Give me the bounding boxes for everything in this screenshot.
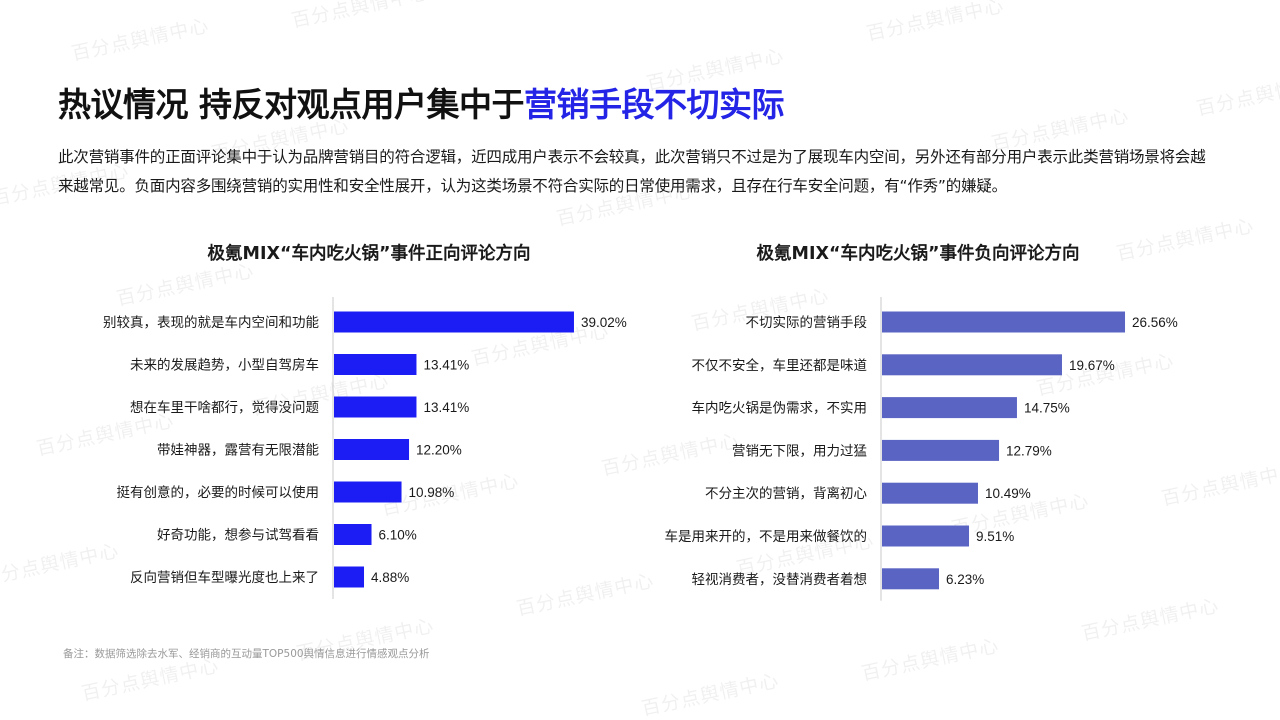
bar — [334, 354, 417, 375]
watermark: 百分点舆情中心 — [864, 0, 1007, 46]
category-label: 别较真，表现的就是车内空间和功能 — [103, 314, 319, 331]
bar — [334, 566, 365, 588]
watermark: 百分点舆情中心 — [289, 0, 432, 33]
category-label: 不切实际的营销手段 — [746, 315, 868, 331]
category-label: 轻视消费者，没替消费者着想 — [692, 571, 868, 588]
watermark: 百分点舆情中心 — [639, 669, 782, 720]
value-label: 6.23% — [946, 572, 984, 587]
page-title-accent: 营销手段不切实际 — [524, 85, 785, 124]
category-label: 挺有创意的，必要的时候可以使用 — [117, 484, 320, 501]
category-label: 不仅不安全，车里还都是味道 — [692, 357, 868, 374]
bar — [334, 396, 417, 418]
negative-comments-bar-chart: 不切实际的营销手段 26.56% 不仅不安全，车里还都是味道 19.67% 车内吃火锅是… — [665, 297, 1178, 601]
value-label: 12.20% — [416, 443, 462, 458]
value-label: 13.41% — [423, 358, 469, 373]
page-description: 此次营销事件的正面评论集中于认为品牌营销目的符合逻辑，近四成用户表示不会较真，此… — [58, 148, 1206, 195]
bar — [334, 524, 372, 545]
category-label: 好奇功能，想参与试驾看看 — [157, 527, 319, 544]
category-label: 不分主次的营销，背离初心 — [705, 485, 867, 502]
bar — [334, 311, 574, 333]
watermark: 百分点舆情中心 — [859, 634, 1002, 686]
watermark: 百分点舆情中心 — [1194, 69, 1280, 121]
value-label: 10.98% — [409, 485, 455, 500]
category-label: 未来的发展趋势，小型自驾房车 — [130, 357, 319, 374]
value-label: 10.49% — [985, 486, 1031, 501]
bar — [882, 397, 1017, 419]
value-label: 19.67% — [1069, 358, 1115, 373]
bar — [882, 525, 970, 547]
bar — [882, 568, 940, 590]
value-label: 6.10% — [379, 528, 417, 543]
category-label: 车是用来开的，不是用来做餐饮的 — [665, 528, 868, 545]
bar — [882, 439, 1000, 461]
bar — [334, 439, 410, 460]
positive-chart-title: 极氪MIX“车内吃火锅”事件正向评论方向 — [207, 244, 531, 264]
bar — [334, 481, 402, 503]
negative-chart-title: 极氪MIX“车内吃火锅”事件负向评论方向 — [756, 244, 1080, 264]
value-label: 9.51% — [976, 529, 1014, 544]
bar — [882, 354, 1062, 376]
category-label: 车内吃火锅是伪需求，不实用 — [692, 400, 868, 417]
value-label: 39.02% — [581, 315, 627, 330]
category-label: 营销无下限，用力过猛 — [732, 443, 867, 459]
value-label: 14.75% — [1024, 401, 1070, 416]
bar — [882, 311, 1126, 333]
page-title: 热议情况 持反对观点用户集中于营销手段不切实际 — [58, 78, 785, 126]
category-label: 想在车里干啥都行，觉得没问题 — [130, 399, 319, 416]
footnote: 备注：数据筛选除去水军、经销商的互动量TOP500舆情信息进行情感观点分析 — [63, 648, 430, 660]
value-label: 12.79% — [1006, 443, 1052, 458]
category-label: 带娃神器，露营有无限潜能 — [157, 443, 319, 459]
page-title-main: 热议情况 持反对观点用户集中于 — [58, 85, 525, 124]
bar — [882, 482, 978, 504]
value-label: 26.56% — [1132, 315, 1178, 330]
category-label: 反向营销但车型曝光度也上来了 — [130, 569, 319, 586]
value-label: 4.88% — [371, 570, 409, 585]
value-label: 13.41% — [423, 400, 469, 415]
positive-comments-bar-chart: 别较真，表现的就是车内空间和功能 39.02% 未来的发展趋势，小型自驾房车 13.4… — [103, 297, 627, 599]
watermark: 百分点舆情中心 — [69, 14, 212, 66]
